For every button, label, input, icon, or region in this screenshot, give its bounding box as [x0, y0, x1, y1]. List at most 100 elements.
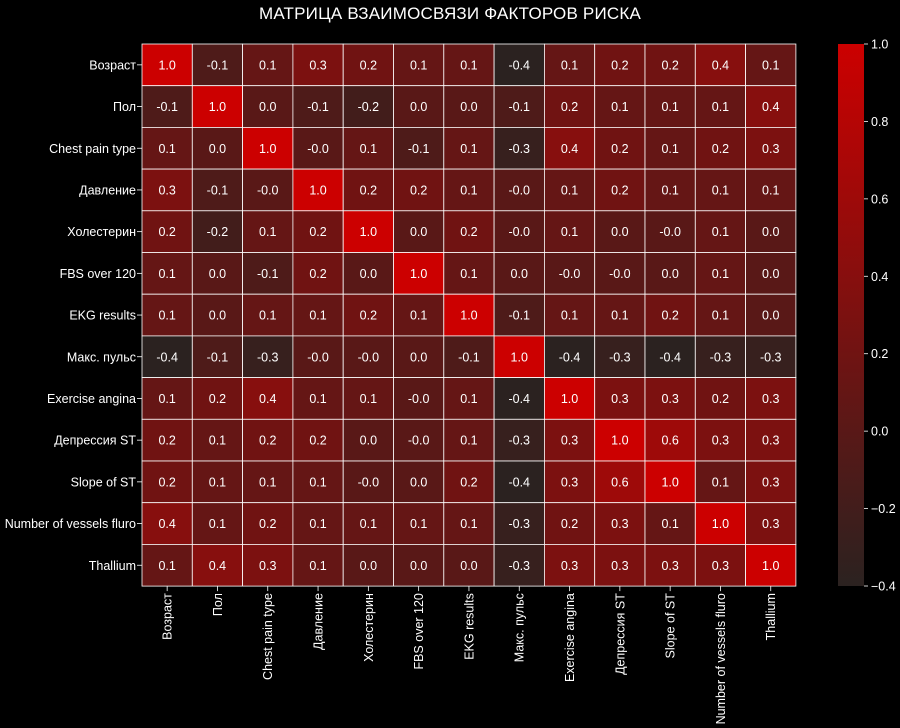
heatmap-cell — [443, 418, 495, 462]
cell-value-label: 0.1 — [259, 475, 276, 489]
heatmap-cell — [242, 168, 294, 212]
heatmap-cell — [745, 85, 797, 128]
heatmap-cell — [745, 168, 797, 212]
heatmap-cell — [141, 85, 193, 128]
cell-value-label: 0.0 — [410, 475, 427, 489]
heatmap-cell — [393, 460, 445, 504]
heatmap-cell — [393, 85, 445, 128]
heatmap-cell — [242, 502, 294, 545]
colorbar — [838, 44, 864, 586]
heatmap-cell — [544, 335, 596, 378]
cell-value-label: -0.3 — [508, 517, 530, 531]
chart-title: МАТРИЦА ВЗАИМОСВЯЗИ ФАКТОРОВ РИСКА — [258, 4, 642, 23]
heatmap-cell — [644, 168, 696, 212]
cell-value-label: 1.0 — [360, 225, 377, 239]
heatmap-cell — [544, 43, 596, 87]
cell-value-label: 0.0 — [410, 350, 427, 364]
cell-value-label: 0.1 — [158, 267, 175, 281]
heatmap-cell — [191, 85, 244, 128]
heatmap-cell — [594, 210, 646, 253]
cell-value-label: -0.0 — [408, 392, 430, 406]
cell-value-label: 0.0 — [762, 267, 779, 281]
heatmap-cell — [242, 460, 294, 504]
cell-value-label: 0.1 — [309, 517, 326, 531]
y-tick-label: Макс. пульс — [67, 350, 136, 364]
cell-value-label: 0.3 — [712, 434, 729, 448]
heatmap-cell — [644, 544, 696, 587]
heatmap-cell — [141, 460, 193, 504]
cell-value-label: 0.2 — [158, 475, 175, 489]
x-tick-label: Макс. пульс — [513, 593, 527, 662]
cell-value-label: -0.3 — [710, 350, 732, 364]
heatmap-cell — [342, 418, 394, 462]
heatmap-cell — [242, 210, 294, 253]
cell-value-label: -0.0 — [609, 267, 631, 281]
heatmap-cell — [292, 377, 344, 420]
cell-value-label: 0.4 — [158, 517, 175, 531]
cell-value-label: 0.2 — [309, 267, 326, 281]
cell-value-label: -0.3 — [257, 350, 279, 364]
cell-value-label: 0.1 — [410, 58, 427, 72]
heatmap-cell — [544, 460, 596, 504]
cell-value-label: 0.2 — [360, 183, 377, 197]
cell-value-label: 0.1 — [712, 100, 729, 114]
x-tick-label: Number of vessels fluro — [714, 593, 728, 724]
heatmap-cell — [745, 377, 797, 420]
cell-value-label: 0.0 — [360, 434, 377, 448]
cell-value-label: 0.1 — [712, 475, 729, 489]
cell-value-label: -0.3 — [508, 142, 530, 156]
cell-value-label: 0.1 — [762, 58, 779, 72]
heatmap-cell — [393, 335, 445, 378]
cell-value-label: 0.0 — [360, 559, 377, 573]
cell-value-label: -0.4 — [508, 58, 530, 72]
cell-value-label: 0.3 — [762, 517, 779, 531]
cell-value-label: 0.1 — [561, 309, 578, 323]
cell-value-label: 0.2 — [661, 309, 678, 323]
cell-value-label: 0.0 — [460, 100, 477, 114]
cell-value-label: -0.4 — [659, 350, 681, 364]
heatmap-cell — [745, 127, 797, 170]
x-tick-label: Пол — [211, 593, 225, 616]
cell-value-label: -0.0 — [508, 225, 530, 239]
cell-value-label: 0.4 — [209, 559, 226, 573]
heatmap-cell — [191, 293, 244, 337]
heatmap-cell — [393, 544, 445, 587]
cell-value-label: -0.0 — [358, 350, 380, 364]
cell-value-label: 0.0 — [410, 225, 427, 239]
heatmap-cell — [493, 43, 545, 87]
heatmap-cell — [594, 418, 646, 462]
y-tick-label: Пол — [113, 100, 136, 114]
cell-value-label: 0.3 — [661, 392, 678, 406]
cell-value-label: 0.1 — [712, 183, 729, 197]
cell-value-label: -0.0 — [307, 350, 329, 364]
cell-value-label: 0.0 — [410, 559, 427, 573]
cell-value-label: -0.1 — [207, 183, 229, 197]
cell-value-label: 1.0 — [712, 517, 729, 531]
cell-value-label: 0.3 — [762, 434, 779, 448]
colorbar-tick-label: 0.2 — [871, 347, 888, 361]
cell-value-label: 0.0 — [762, 225, 779, 239]
cell-value-label: 0.1 — [410, 309, 427, 323]
y-tick-label: Exercise angina — [47, 392, 136, 406]
cell-value-label: 0.1 — [209, 517, 226, 531]
cell-value-label: 0.1 — [360, 392, 377, 406]
heatmap-cell — [694, 418, 746, 462]
cell-value-label: 0.1 — [611, 100, 628, 114]
cell-value-label: 1.0 — [259, 142, 276, 156]
heatmap-cell — [493, 460, 545, 504]
cell-value-label: 0.1 — [460, 267, 477, 281]
heatmap-cell — [191, 210, 244, 253]
heatmap-cell — [342, 127, 394, 170]
cell-value-label: 0.2 — [158, 434, 175, 448]
cell-value-label: 0.2 — [209, 392, 226, 406]
heatmap-cell — [694, 335, 746, 378]
y-tick-label: EKG results — [69, 309, 136, 323]
heatmap-cell — [443, 168, 495, 212]
cell-value-label: 0.1 — [410, 517, 427, 531]
cell-value-label: 0.1 — [209, 434, 226, 448]
cell-value-label: 0.4 — [762, 100, 779, 114]
cell-value-label: -0.2 — [358, 100, 380, 114]
cell-value-label: 0.1 — [259, 225, 276, 239]
heatmap-cell — [292, 335, 344, 378]
cell-value-label: 0.1 — [561, 58, 578, 72]
